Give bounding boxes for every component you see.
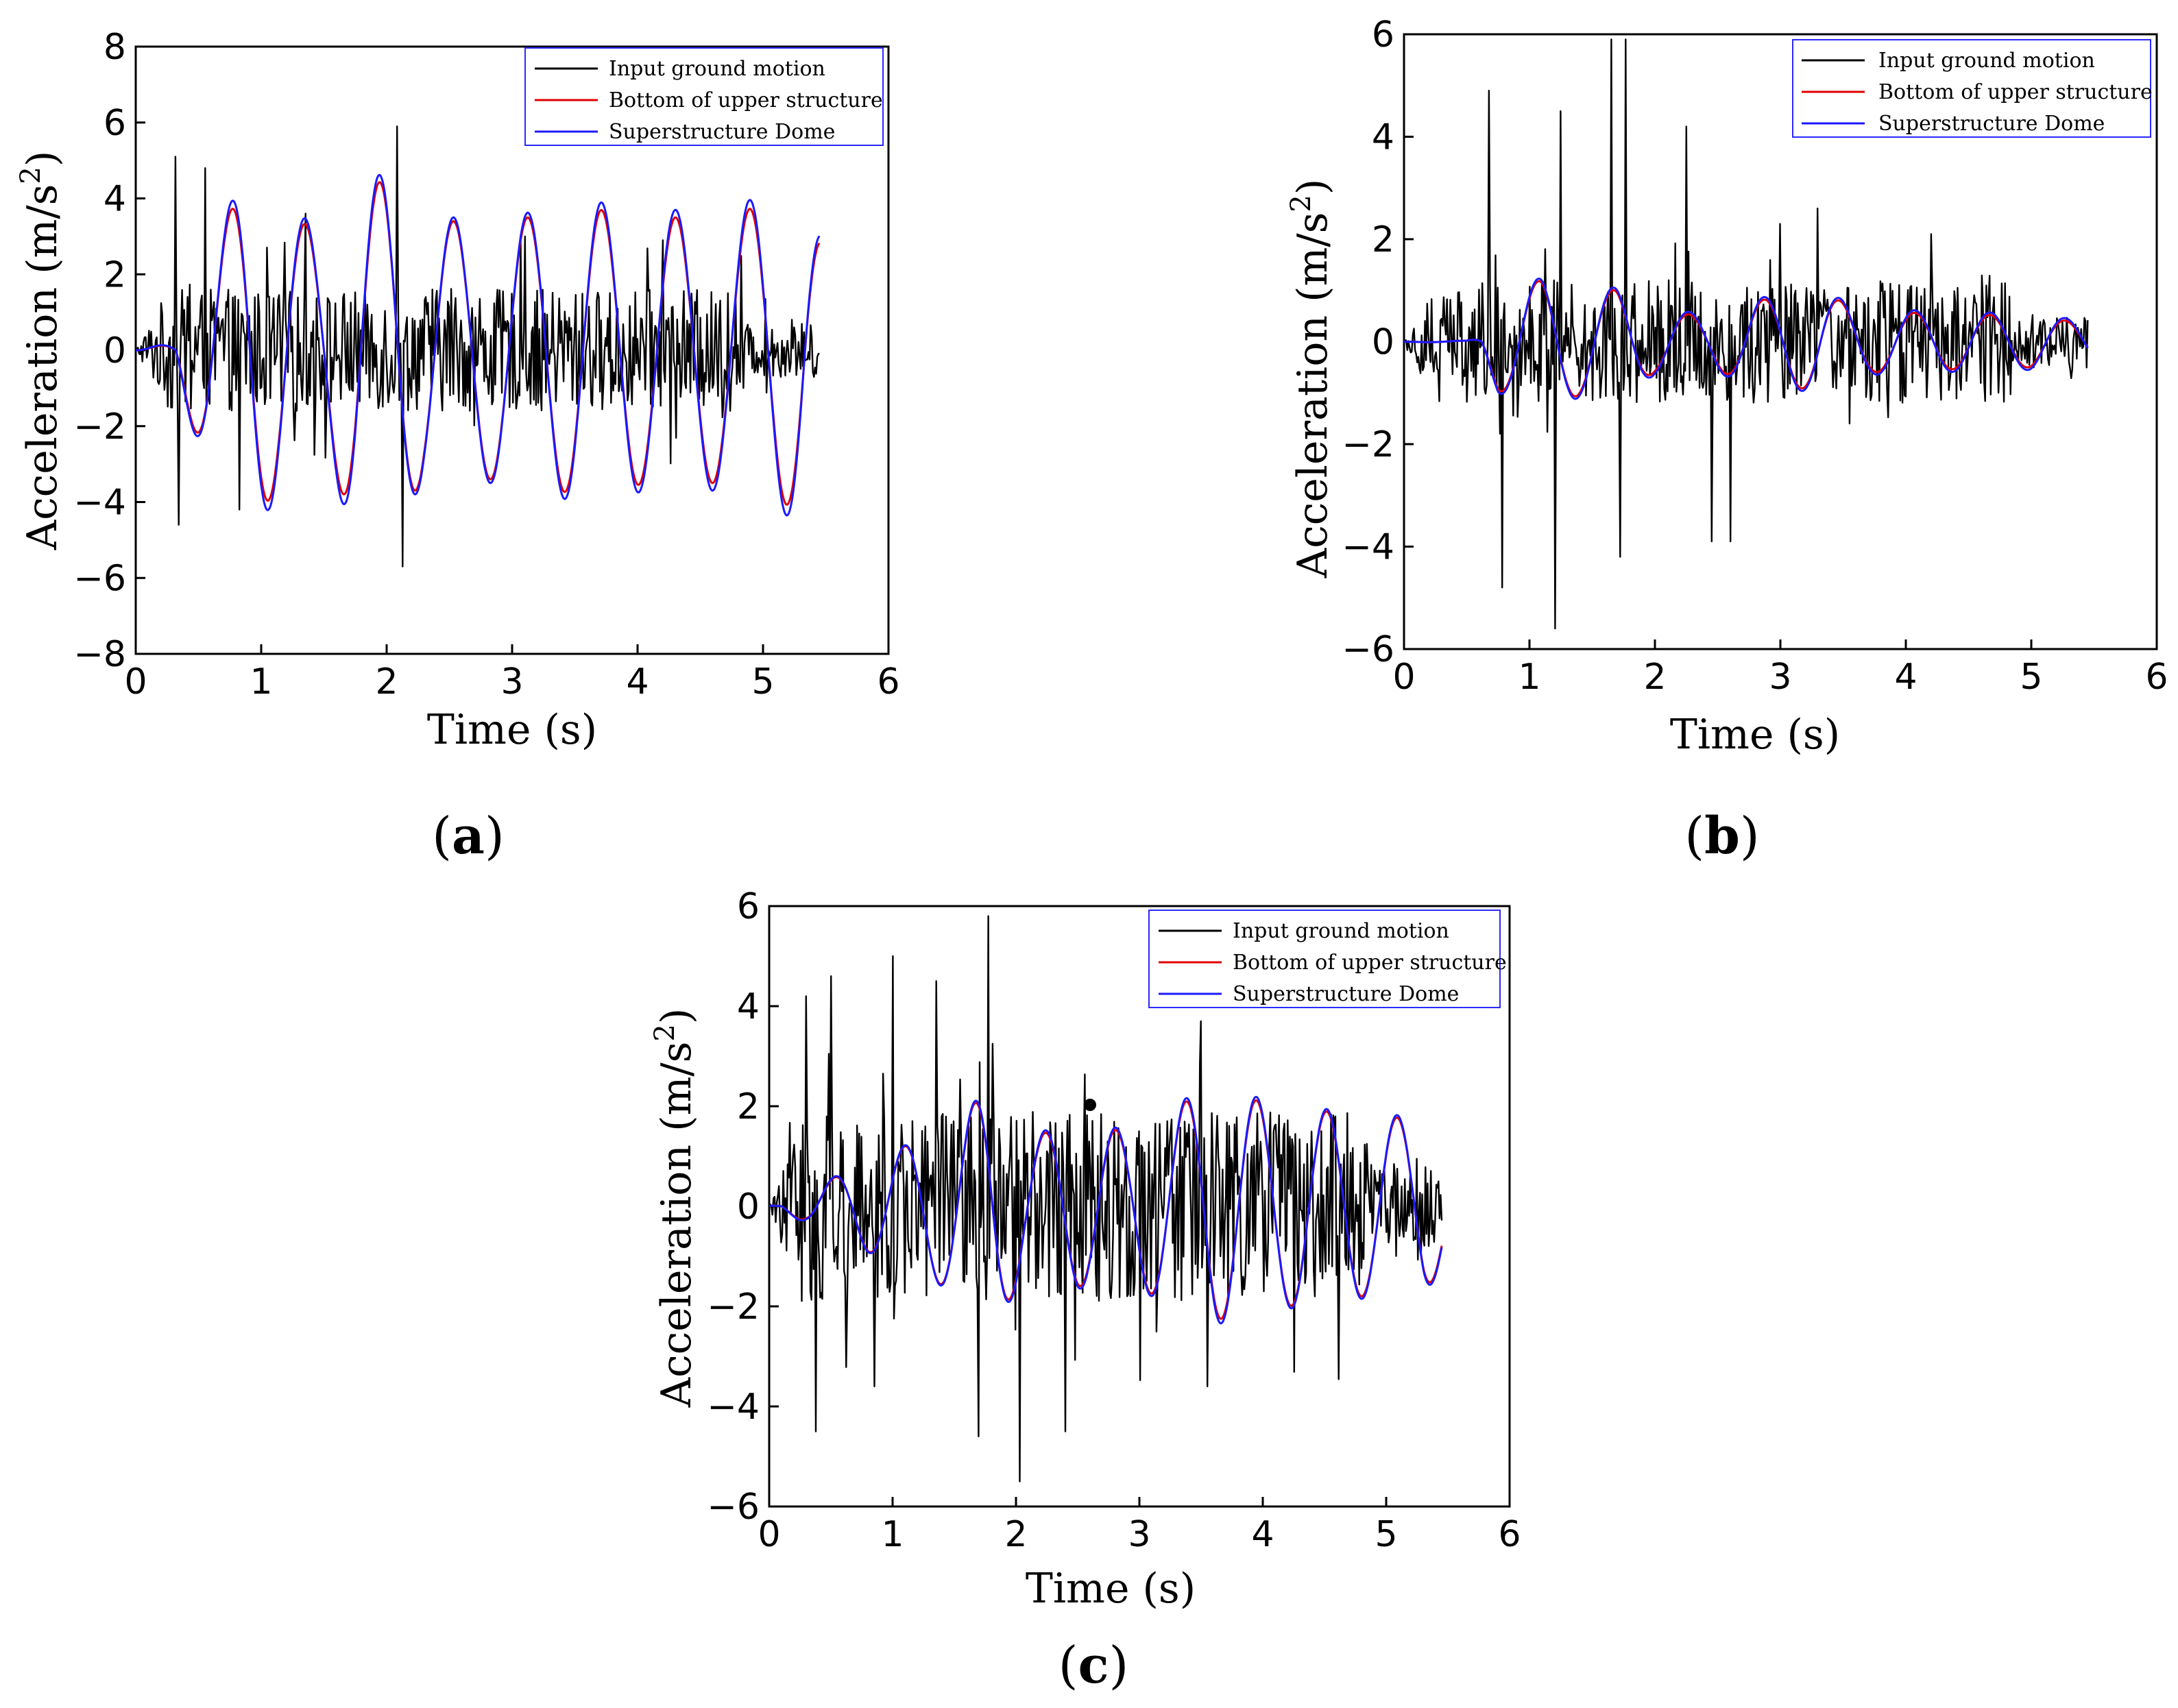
x-tick-label: 4: [626, 661, 649, 703]
x-ticks: 0 1 2 3 4 5 6: [124, 644, 900, 703]
y-ticks: −8 −6 −4 −2 0 2 4 6 8: [73, 27, 145, 675]
chart-panel-b: 0 1 2 3 4 5 6 −6 −4 −2 0 2 4 6 Time (s) Acceleration…: [1285, 14, 2168, 866]
y-tick-label: 6: [1372, 14, 1394, 56]
y-tick-label: −6: [707, 1487, 760, 1528]
y-tick-label: 4: [104, 179, 126, 220]
y-ticks: −6 −4 −2 0 2 4 6: [707, 886, 779, 1528]
y-ticks: −6 −4 −2 0 2 4 6: [1342, 14, 1414, 670]
chart-panel-a: 0 1 2 3 4 5 6 −8 −6 −4 −2 0 2 4 6 8 Time (s) Accelerat…: [15, 27, 900, 866]
y-tick-label: 2: [104, 254, 126, 295]
y-tick-label: 8: [104, 27, 126, 68]
legend: Input ground motion Bottom of upper stru…: [1148, 910, 1507, 1008]
y-tick-label: 6: [737, 886, 760, 927]
x-tick-label: 0: [758, 1514, 780, 1555]
x-tick-label: 2: [1004, 1514, 1027, 1555]
x-ticks: 0 1 2 3 4 5 6: [758, 1497, 1521, 1555]
legend-superstructure-dome: Superstructure Dome: [1233, 982, 1459, 1006]
x-tick-label: 3: [1769, 657, 1791, 698]
x-tick-label: 2: [375, 661, 398, 703]
y-tick-label: −6: [1342, 629, 1394, 670]
y-tick-label: 6: [104, 103, 126, 144]
y-tick-label: 2: [737, 1086, 760, 1127]
x-tick-label: 3: [500, 661, 523, 703]
y-tick-label: −4: [1342, 527, 1394, 568]
x-tick-label: 1: [1518, 657, 1540, 698]
x-tick-label: 6: [1498, 1514, 1521, 1555]
legend-bottom-of-upper-structure: Bottom of upper structure: [1878, 80, 2153, 104]
legend-box: [1792, 39, 2151, 138]
legend-input-ground-motion: Input ground motion: [1233, 919, 1449, 943]
x-tick-label: 4: [1894, 657, 1917, 698]
legend-input-ground-motion: Input ground motion: [609, 57, 825, 81]
x-axis-title: Time (s): [1670, 711, 1840, 759]
x-tick-label: 4: [1251, 1514, 1274, 1555]
y-tick-label: −6: [73, 558, 126, 599]
legend-bottom-of-upper-structure: Bottom of upper structure: [1233, 951, 1507, 975]
x-tick-label: 5: [751, 661, 774, 703]
series-lines: [135, 125, 821, 568]
x-tick-label: 6: [2145, 657, 2168, 698]
series-line-input-ground-motion: [1403, 38, 2089, 630]
x-tick-label: 5: [2020, 657, 2042, 698]
panel-label-b: (b): [1684, 807, 1760, 866]
legend: Input ground motion Bottom of upper stru…: [524, 47, 884, 146]
series-lines: [768, 915, 1443, 1483]
y-axis-title: Acceleration (m/s2): [649, 1008, 701, 1408]
y-axis-title: Acceleration (m/s2): [1285, 179, 1337, 579]
x-ticks: 0 1 2 3 4 5 6: [1392, 639, 2168, 698]
legend-input-ground-motion: Input ground motion: [1878, 49, 2095, 73]
x-tick-label: 5: [1375, 1514, 1397, 1555]
y-tick-label: −2: [73, 406, 126, 448]
chart-panel-c: 0 1 2 3 4 5 6 −6 −4 −2 0 2 4 6 Time (s) Acceleration…: [649, 886, 1521, 1695]
x-tick-label: 0: [124, 661, 147, 703]
legend-superstructure-dome: Superstructure Dome: [609, 120, 835, 144]
y-tick-label: 2: [1372, 219, 1394, 260]
y-tick-label: −2: [707, 1286, 760, 1328]
legend-box: [524, 47, 884, 146]
x-axis-title: Time (s): [427, 706, 597, 754]
y-tick-label: 4: [1372, 117, 1394, 158]
y-tick-label: 0: [737, 1186, 760, 1228]
series-line-superstructure-dome: [135, 173, 821, 517]
x-tick-label: 0: [1392, 657, 1415, 698]
series-line-superstructure-dome: [769, 1096, 1443, 1325]
legend-bottom-of-upper-structure: Bottom of upper structure: [609, 88, 883, 112]
y-tick-label: −4: [707, 1387, 760, 1428]
y-tick-label: −2: [1342, 424, 1394, 465]
series-line-superstructure-dome: [1403, 278, 2089, 400]
y-tick-label: 0: [104, 330, 126, 371]
x-tick-label: 1: [881, 1514, 904, 1555]
y-axis-title: Acceleration (m/s2): [15, 151, 66, 551]
y-tick-label: −4: [73, 483, 126, 524]
series-line-input-ground-motion: [768, 915, 1443, 1483]
y-tick-label: −8: [73, 634, 126, 675]
x-tick-label: 3: [1128, 1514, 1150, 1555]
y-tick-label: 4: [737, 986, 760, 1027]
y-tick-label: 0: [1372, 322, 1394, 363]
x-tick-label: 6: [877, 661, 899, 703]
x-tick-label: 2: [1643, 657, 1666, 698]
series-lines: [1403, 38, 2089, 630]
legend: Input ground motion Bottom of upper stru…: [1792, 39, 2153, 138]
x-tick-label: 1: [250, 661, 272, 703]
legend-box: [1148, 910, 1501, 1008]
marker-dot: [1084, 1099, 1096, 1111]
panel-label-a: (a): [432, 807, 505, 866]
x-axis-title: Time (s): [1026, 1565, 1196, 1613]
legend-superstructure-dome: Superstructure Dome: [1878, 112, 2105, 136]
panel-label-c: (c): [1058, 1636, 1129, 1695]
